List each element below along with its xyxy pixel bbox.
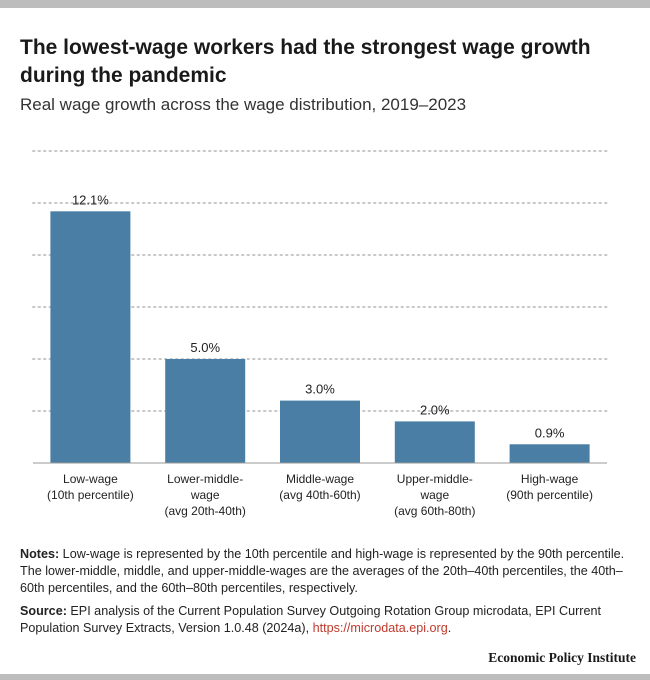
notes: Notes: Low-wage is represented by the 10… — [20, 546, 635, 597]
notes-label: Notes: — [20, 547, 60, 561]
bar — [50, 211, 131, 463]
source: Source: EPI analysis of the Current Popu… — [20, 603, 635, 637]
bar-value-label: 0.9% — [535, 425, 565, 440]
category-label: Middle-wage — [286, 472, 354, 486]
bar — [394, 421, 475, 463]
source-label: Source: — [20, 604, 67, 618]
bar — [280, 400, 360, 463]
category-label: (avg 60th-80th) — [394, 504, 475, 518]
chart-title: The lowest-wage workers had the stronges… — [20, 36, 591, 87]
source-text: EPI analysis of the Current Population S… — [20, 604, 601, 635]
category-label: (10th percentile) — [47, 488, 134, 502]
bar-value-label: 2.0% — [420, 402, 450, 417]
notes-text: Low-wage is represented by the 10th perc… — [20, 547, 625, 595]
bar-value-label: 12.1% — [72, 192, 109, 207]
category-label: Upper-middle- — [397, 472, 473, 486]
brand-logo: Economic Policy Institute — [488, 650, 636, 665]
category-label: wage — [419, 488, 449, 502]
source-link[interactable]: https://microdata.epi.org — [312, 621, 448, 635]
category-label: Lower-middle- — [167, 472, 243, 486]
category-label: (90th percentile) — [506, 488, 593, 502]
bar — [509, 444, 590, 463]
category-label: (avg 20th-40th) — [165, 504, 246, 518]
bottom-border — [0, 674, 650, 680]
bar-value-label: 5.0% — [190, 340, 220, 355]
source-end: . — [447, 621, 452, 635]
category-label: High-wage — [521, 472, 579, 486]
bar-value-label: 3.0% — [305, 382, 335, 397]
bar — [165, 359, 246, 463]
top-border — [0, 0, 650, 8]
category-label: (avg 40th-60th) — [279, 488, 360, 502]
bar-chart: 12.1% Low-wage (10th percentile) 5.0% Lower-… — [32, 150, 608, 518]
category-label: Low-wage — [63, 472, 118, 486]
category-label: wage — [190, 488, 220, 502]
chart-subtitle: Real wage growth across the wage distrib… — [20, 95, 467, 114]
